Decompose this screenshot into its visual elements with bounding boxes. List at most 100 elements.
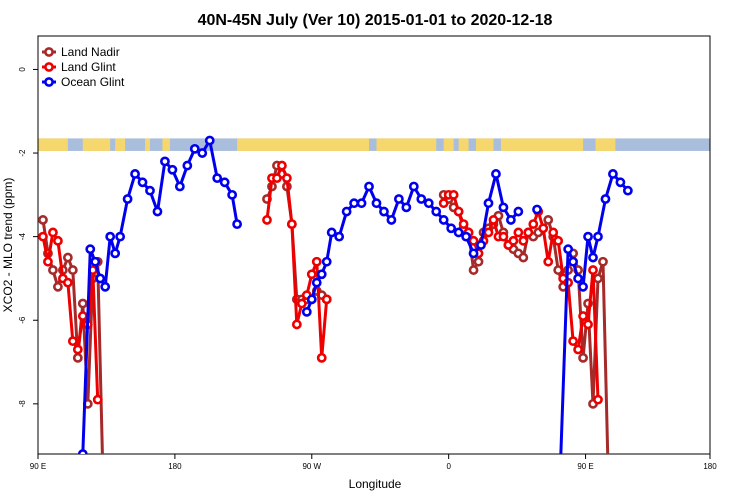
data-point [110, 248, 121, 259]
data-point [334, 231, 345, 242]
data-point [473, 256, 484, 267]
y-tick-label: -8 [18, 400, 27, 408]
data-point [321, 294, 332, 305]
mask-band-land [500, 138, 584, 151]
data-point [219, 177, 230, 188]
legend-label: Land Glint [61, 60, 116, 74]
data-point [600, 194, 611, 204]
data-point [291, 319, 302, 330]
data-point [77, 449, 88, 454]
data-point [38, 231, 48, 242]
data-point [593, 394, 603, 405]
data-point [371, 198, 382, 209]
x-tick-label: 180 [168, 462, 182, 471]
data-point [189, 143, 200, 154]
data-point [583, 319, 593, 330]
chart-title: 40N-45N July (Ver 10) 2015-01-01 to 2020… [198, 12, 553, 29]
mask-band-land [595, 138, 616, 151]
data-point [306, 269, 317, 280]
mask-band-land [476, 138, 494, 151]
data-point [453, 206, 464, 217]
data-point [483, 227, 494, 238]
data-point [538, 223, 549, 234]
data-point [508, 235, 519, 246]
data-point [67, 336, 78, 347]
data-point [498, 202, 509, 213]
data-point [137, 177, 148, 188]
data-point [615, 177, 626, 188]
data-point [553, 235, 564, 246]
data-point [573, 344, 583, 355]
legend-item: Land Nadir [42, 45, 120, 59]
y-axis: 0 -2 -4 -6 -8 [18, 67, 38, 408]
data-point [262, 215, 272, 225]
y-tick-label: -6 [18, 316, 27, 324]
mask-band-land [376, 138, 437, 151]
data-point [326, 227, 337, 238]
data-point [423, 198, 434, 209]
data-point [488, 215, 499, 225]
data-point [593, 231, 603, 242]
data-point [593, 273, 603, 284]
y-tick-label: 0 [18, 67, 27, 72]
data-point [458, 219, 469, 229]
data-point [160, 156, 170, 167]
data-point [301, 306, 312, 317]
data-point [386, 215, 397, 225]
data-point [167, 164, 178, 175]
data-point [446, 223, 457, 234]
legend-label: Land Nadir [61, 45, 120, 59]
legend-marker [44, 77, 54, 87]
data-point [523, 227, 534, 238]
data-point [604, 463, 611, 470]
legend-item: Ocean Glint [42, 75, 125, 89]
data-point [43, 256, 53, 267]
x-axis-label: Longitude [349, 477, 402, 491]
x-axis: 90 E 180 90 W 0 90 E 180 [30, 454, 717, 471]
series-layer [38, 135, 633, 470]
data-point [518, 235, 529, 246]
data-point [416, 194, 427, 204]
data-point [95, 273, 106, 284]
data-point [393, 194, 404, 204]
data-point [321, 256, 332, 267]
data-point [431, 206, 442, 217]
y-axis-label: XCO2 - MLO trend (ppm) [1, 178, 15, 313]
data-point [588, 265, 598, 275]
data-point [468, 235, 479, 246]
legend-marker [44, 47, 54, 57]
data-point [72, 344, 83, 355]
data-point [53, 235, 63, 246]
legend-label: Ocean Glint [61, 75, 125, 89]
data-point [349, 198, 359, 209]
mask-band-land [115, 138, 126, 151]
mask-band-land [162, 138, 170, 151]
data-point [532, 204, 542, 215]
data-point [316, 269, 327, 280]
data-point [518, 252, 529, 263]
series-line [81, 139, 630, 454]
y-tick-label: -2 [18, 149, 27, 157]
data-point [48, 265, 58, 275]
data-point [277, 160, 287, 171]
data-point [438, 215, 449, 225]
data-point [227, 189, 238, 200]
data-point [548, 227, 559, 238]
data-point [468, 248, 479, 259]
data-point [232, 219, 243, 229]
legend-marker [44, 62, 54, 72]
data-point [197, 148, 208, 158]
data-point [364, 181, 374, 192]
data-point [281, 173, 292, 184]
data-point [563, 244, 574, 255]
plot-frame [37, 35, 711, 455]
data-point [408, 181, 419, 192]
data-point [622, 185, 633, 196]
data-point [272, 173, 282, 184]
data-point [543, 256, 554, 267]
x-tick-label: 0 [446, 462, 451, 471]
data-point [311, 256, 322, 267]
data-point [505, 215, 516, 225]
data-point [100, 281, 111, 292]
data-point [558, 453, 564, 454]
